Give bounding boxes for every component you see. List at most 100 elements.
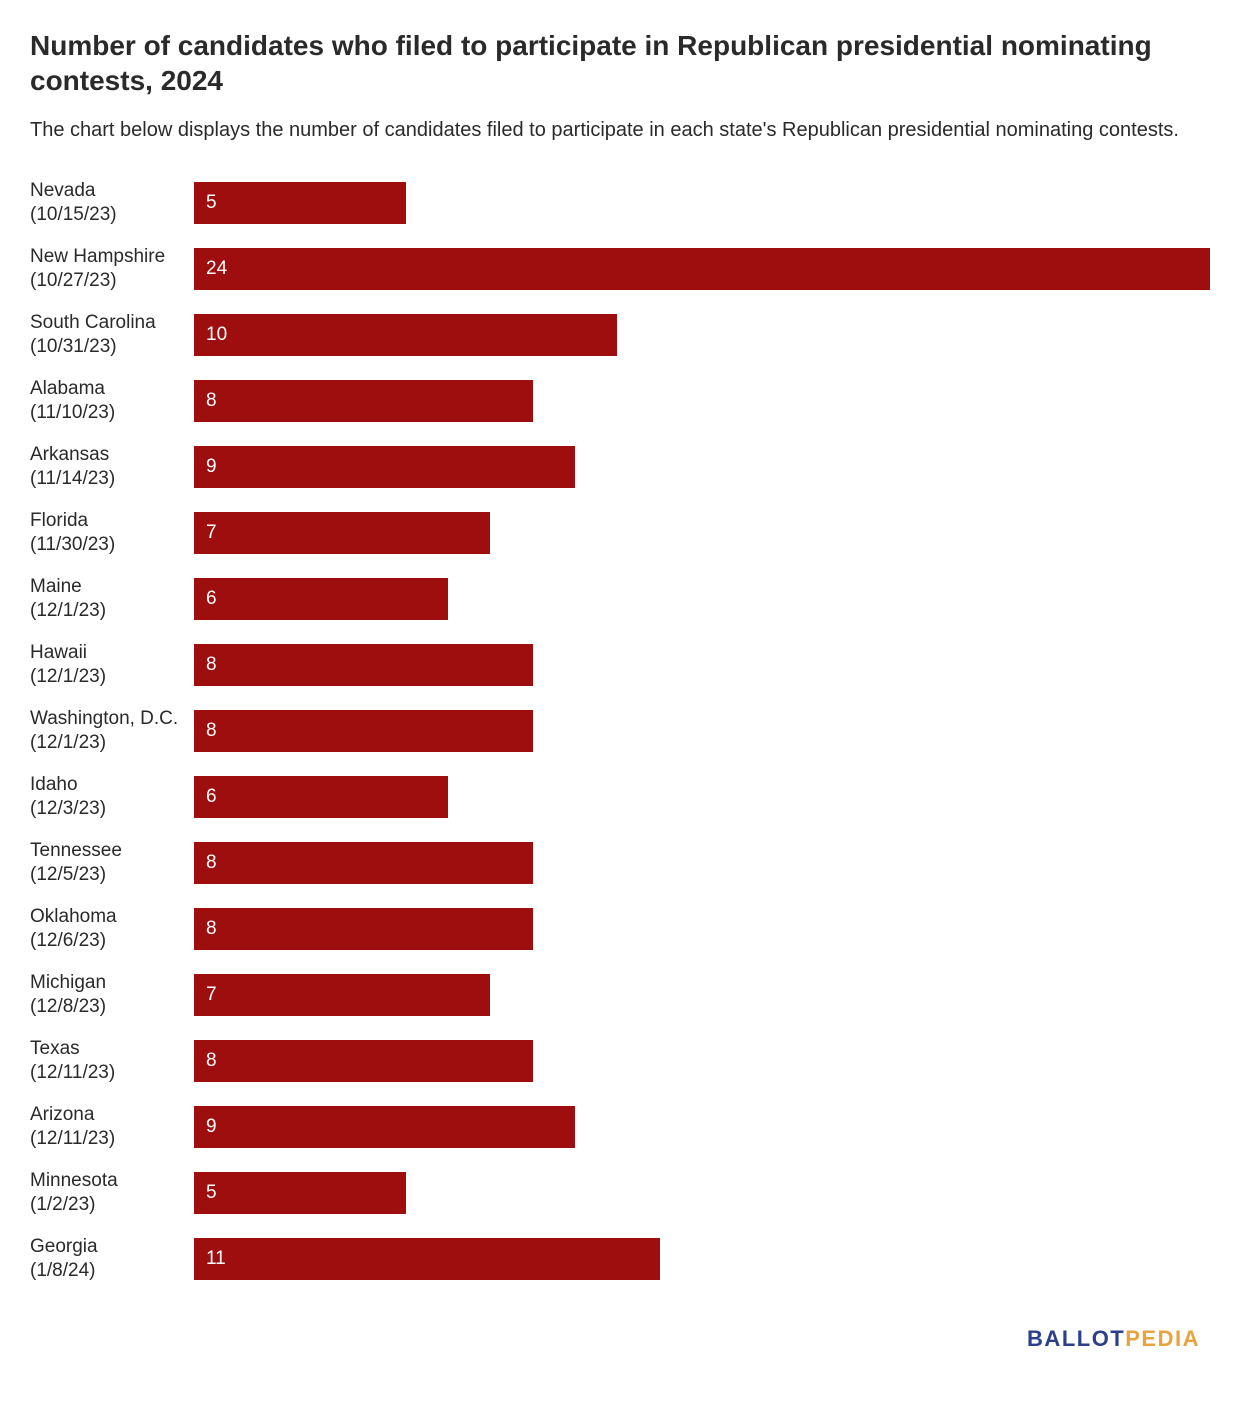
row-label-date: (12/6/23) [30,929,186,953]
row-label-date: (12/11/23) [30,1061,186,1085]
bar: 8 [194,644,533,686]
row-label: South Carolina(10/31/23) [30,311,194,359]
row-label-state: Texas [30,1037,186,1061]
bar: 24 [194,248,1210,290]
row-label-state: Florida [30,509,186,533]
row-label: Arizona(12/11/23) [30,1103,194,1151]
bar-chart: Nevada(10/15/23)5New Hampshire(10/27/23)… [30,170,1210,1292]
bar-value: 6 [206,786,217,808]
bar-track: 8 [194,632,1210,698]
row-label: Alabama(11/10/23) [30,377,194,425]
row-label: Idaho(12/3/23) [30,773,194,821]
bar-track: 11 [194,1226,1210,1292]
row-label: Florida(11/30/23) [30,509,194,557]
row-label-date: (10/27/23) [30,269,186,293]
bar: 9 [194,446,575,488]
bar-track: 8 [194,698,1210,764]
chart-row: Oklahoma(12/6/23)8 [30,896,1210,962]
row-label-state: Arkansas [30,443,186,467]
chart-row: Florida(11/30/23) 7 [30,500,1210,566]
bar-value: 5 [206,1182,217,1204]
chart-row: Nevada(10/15/23)5 [30,170,1210,236]
chart-row: Hawaii(12/1/23)8 [30,632,1210,698]
bar-value: 9 [206,456,217,478]
chart-row: Georgia(1/8/24)11 [30,1226,1210,1292]
bar: 8 [194,380,533,422]
bar-track: 6 [194,566,1210,632]
bar-value: 7 [206,522,217,544]
row-label-date: (11/14/23) [30,467,186,491]
row-label-state: South Carolina [30,311,186,335]
chart-row: New Hampshire(10/27/23)24 [30,236,1210,302]
chart-row: Arkansas(11/14/23) 9 [30,434,1210,500]
bar-value: 6 [206,588,217,610]
row-label-date: (11/30/23) [30,533,186,557]
chart-row: Idaho(12/3/23) 6 [30,764,1210,830]
bar-track: 8 [194,1028,1210,1094]
chart-row: Minnesota(1/2/23) 5 [30,1160,1210,1226]
bar-value: 8 [206,852,217,874]
row-label-date: (11/10/23) [30,401,186,425]
bar: 9 [194,1106,575,1148]
row-label-state: Washington, D.C. [30,707,186,731]
row-label-state: Idaho [30,773,186,797]
bar-track: 8 [194,896,1210,962]
bar-value: 8 [206,918,217,940]
row-label-date: (12/1/23) [30,599,186,623]
row-label-date: (12/1/23) [30,665,186,689]
row-label-date: (12/5/23) [30,863,186,887]
chart-row: Arizona(12/11/23)9 [30,1094,1210,1160]
row-label-date: (10/15/23) [30,203,186,227]
chart-row: Texas(12/11/23) 8 [30,1028,1210,1094]
bar: 7 [194,974,490,1016]
chart-row: Alabama(11/10/23) 8 [30,368,1210,434]
row-label-state: Arizona [30,1103,186,1127]
bar-track: 7 [194,962,1210,1028]
bar: 6 [194,776,448,818]
row-label: Nevada(10/15/23) [30,179,194,227]
row-label-date: (12/8/23) [30,995,186,1019]
bar-track: 9 [194,1094,1210,1160]
row-label: New Hampshire(10/27/23) [30,245,194,293]
ballotpedia-logo: BALLOTPEDIA [1027,1326,1200,1352]
bar-value: 11 [206,1248,226,1270]
row-label: Texas(12/11/23) [30,1037,194,1085]
bar-track: 7 [194,500,1210,566]
bar: 8 [194,710,533,752]
bar-track: 8 [194,368,1210,434]
row-label-state: Maine [30,575,186,599]
bar-value: 10 [206,324,227,346]
bar: 5 [194,182,406,224]
chart-title: Number of candidates who filed to partic… [30,28,1210,98]
chart-row: South Carolina(10/31/23) 10 [30,302,1210,368]
row-label-state: Minnesota [30,1169,186,1193]
bar-track: 9 [194,434,1210,500]
bar: 8 [194,908,533,950]
logo-ballot-text: BALLOT [1027,1326,1125,1351]
bar-value: 8 [206,390,217,412]
bar-track: 5 [194,1160,1210,1226]
bar: 11 [194,1238,660,1280]
chart-row: Washington, D.C.(12/1/23) 8 [30,698,1210,764]
row-label-state: Nevada [30,179,186,203]
bar-track: 8 [194,830,1210,896]
chart-row: Michigan(12/8/23) 7 [30,962,1210,1028]
bar: 6 [194,578,448,620]
row-label: Maine(12/1/23) [30,575,194,623]
bar: 8 [194,1040,533,1082]
row-label-date: (1/2/23) [30,1193,186,1217]
row-label-date: (12/11/23) [30,1127,186,1151]
row-label: Michigan(12/8/23) [30,971,194,1019]
row-label: Arkansas(11/14/23) [30,443,194,491]
row-label-state: Tennessee [30,839,186,863]
row-label: Washington, D.C.(12/1/23) [30,707,194,755]
bar-value: 8 [206,1050,217,1072]
bar-track: 6 [194,764,1210,830]
bar-value: 7 [206,984,217,1006]
bar-value: 8 [206,720,217,742]
chart-row: Tennessee(12/5/23) 8 [30,830,1210,896]
row-label-date: (1/8/24) [30,1259,186,1283]
row-label: Minnesota(1/2/23) [30,1169,194,1217]
row-label-date: (12/3/23) [30,797,186,821]
bar-track: 24 [194,236,1210,302]
